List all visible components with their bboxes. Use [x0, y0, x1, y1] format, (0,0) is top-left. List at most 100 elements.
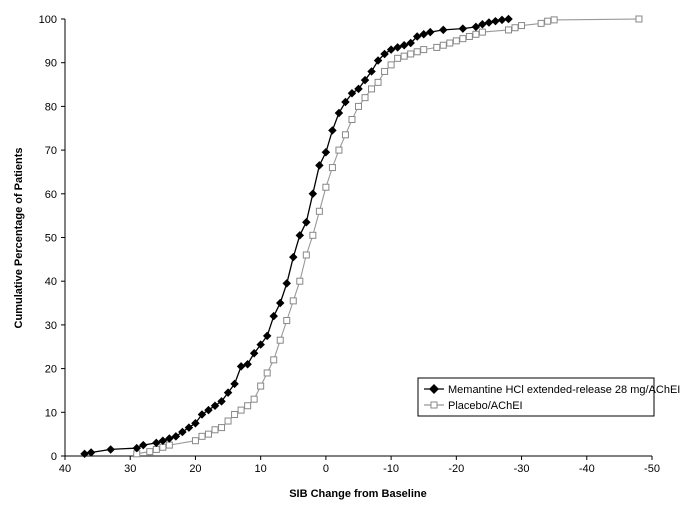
data-point: [518, 22, 526, 30]
data-point: [263, 369, 271, 377]
x-ticks: 40 30 20 10 0 -10 -20 -30 -40 -50: [59, 456, 660, 475]
data-point: [171, 432, 181, 441]
data-point: [360, 75, 370, 85]
x-tick-label: -50: [644, 463, 660, 475]
data-point: [355, 102, 362, 110]
x-tick-label: 10: [255, 463, 267, 475]
data-point: [321, 148, 331, 157]
data-point: [413, 48, 421, 56]
data-point: [439, 25, 448, 35]
y-tick-label: 50: [45, 233, 57, 245]
data-point: [257, 382, 265, 390]
data-point: [289, 252, 298, 262]
data-point: [407, 50, 415, 58]
data-point: [550, 16, 558, 24]
data-point: [368, 85, 376, 93]
data-point: [544, 17, 552, 25]
x-tick-label: 20: [189, 463, 201, 475]
data-point: [394, 54, 402, 62]
data-point: [341, 131, 349, 139]
data-point: [452, 37, 460, 45]
data-point: [295, 231, 305, 240]
data-point: [80, 449, 89, 459]
data-point: [465, 32, 473, 40]
data-point: [197, 410, 207, 419]
data-point: [472, 30, 480, 38]
data-point: [347, 89, 357, 98]
x-axis-title: SIB Change from Baseline: [289, 488, 427, 500]
y-tick-label: 30: [45, 320, 57, 332]
data-point: [393, 43, 402, 52]
y-axis-title: Cumulative Percentage of Patients: [13, 148, 25, 329]
x-tick-label: 30: [124, 463, 136, 475]
data-point: [283, 317, 291, 325]
legend-label-placebo: Placebo/AChEI: [448, 400, 523, 412]
data-point: [210, 401, 220, 410]
series-placebo: [133, 15, 643, 458]
data-point: [165, 434, 174, 443]
data-point: [439, 41, 447, 49]
data-point: [132, 443, 141, 453]
data-point: [243, 359, 252, 369]
data-point: [302, 217, 311, 227]
data-point: [328, 126, 337, 135]
series-memantine: [80, 14, 513, 459]
data-point: [309, 231, 317, 239]
data-point: [315, 207, 323, 215]
data-point: [211, 426, 219, 434]
data-point: [308, 189, 318, 199]
data-point: [478, 20, 487, 29]
data-point: [269, 311, 278, 321]
data-point: [198, 432, 206, 440]
data-point: [386, 45, 396, 54]
y-tick-label: 70: [45, 145, 57, 157]
data-point: [289, 297, 297, 305]
legend-marker-memantine: [429, 384, 439, 394]
data-point: [380, 49, 389, 59]
data-point: [505, 26, 513, 34]
data-point: [497, 15, 507, 25]
x-tick-label: -10: [383, 463, 399, 475]
data-point: [146, 448, 154, 456]
x-tick-label: -30: [514, 463, 530, 475]
y-tick-label: 20: [45, 364, 57, 376]
data-point: [139, 440, 148, 450]
data-point: [223, 388, 233, 397]
x-tick-label: -20: [448, 463, 464, 475]
y-tick-label: 90: [45, 58, 57, 70]
data-point: [412, 32, 422, 41]
data-point: [459, 35, 467, 43]
data-point: [381, 67, 389, 75]
data-point: [635, 15, 643, 23]
data-point: [217, 397, 226, 406]
data-point: [315, 161, 324, 170]
data-point: [484, 18, 494, 27]
series-layer: [80, 14, 643, 459]
x-tick-label: 0: [323, 463, 329, 475]
data-point: [204, 405, 213, 415]
data-point: [478, 28, 486, 36]
y-ticks: 0 10 20 30 40 50 60 70 80 90 100: [39, 14, 65, 463]
y-tick-label: 40: [45, 276, 57, 288]
data-point: [420, 46, 428, 54]
data-point: [86, 448, 96, 457]
data-point: [374, 78, 382, 86]
x-tick-label: -40: [579, 463, 595, 475]
data-point: [249, 349, 259, 358]
data-point: [276, 336, 284, 344]
data-point: [446, 39, 454, 47]
data-point: [230, 379, 239, 389]
data-point: [191, 437, 199, 445]
data-point: [158, 436, 168, 445]
data-point: [236, 362, 246, 371]
data-point: [373, 56, 383, 65]
data-point: [191, 418, 200, 428]
data-point: [275, 298, 285, 308]
data-point: [204, 430, 212, 438]
data-point: [537, 19, 545, 27]
data-point: [165, 441, 173, 449]
data-point: [419, 30, 428, 39]
data-point: [400, 52, 408, 60]
data-point: [354, 84, 363, 94]
